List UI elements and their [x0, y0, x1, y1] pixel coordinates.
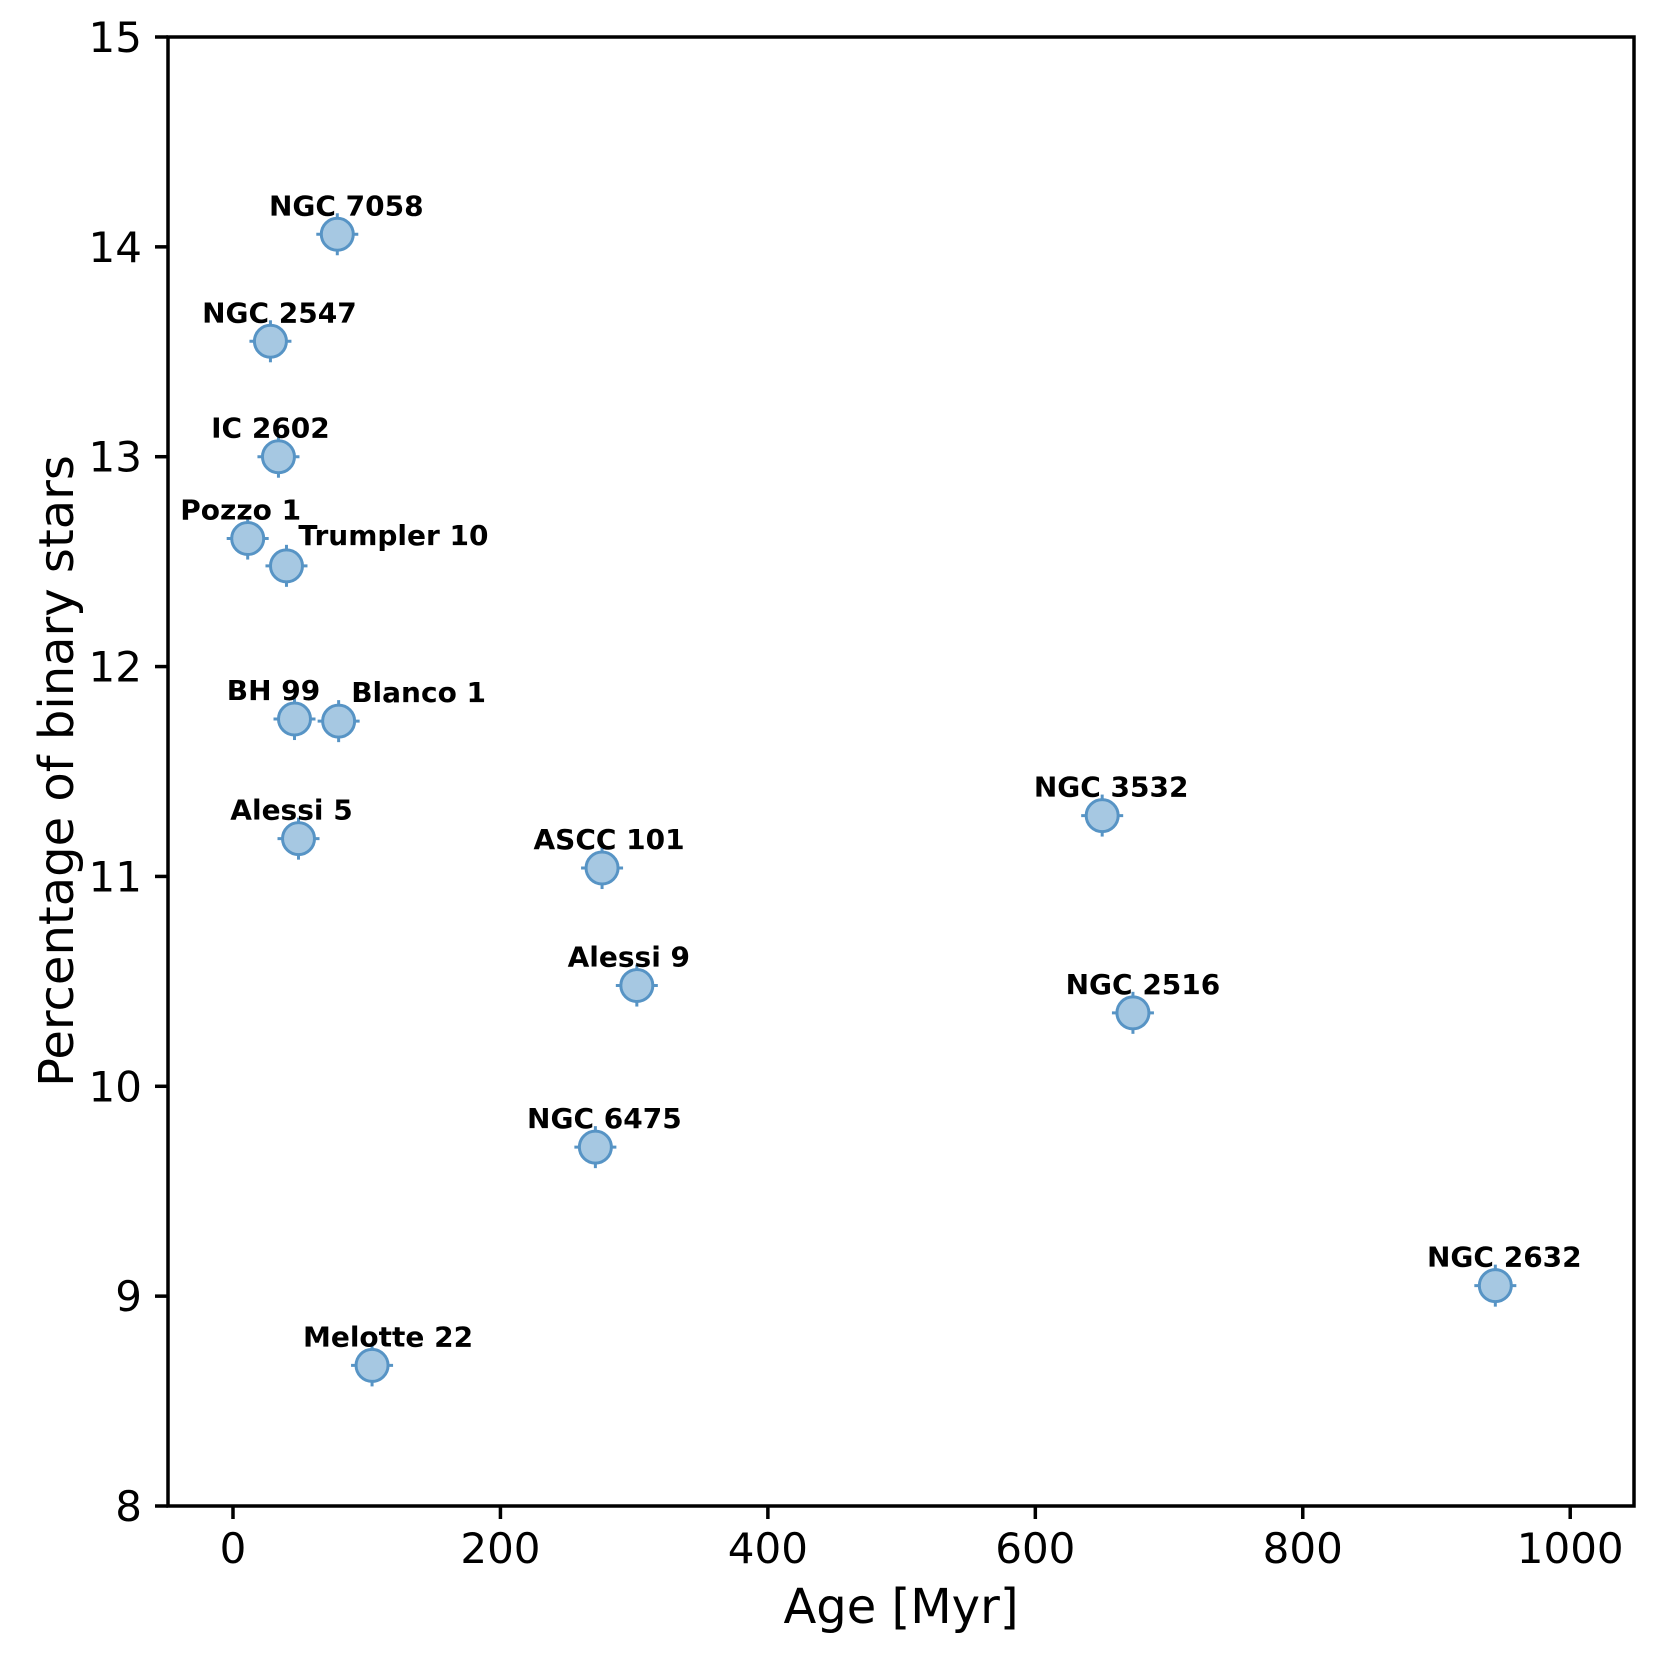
data-point-marker: [281, 821, 317, 857]
data-point: NGC 2516: [1066, 968, 1221, 1034]
data-points-layer: Pozzo 1 NGC 2547 IC 2602 Trumpler 10 BH 99 Al…: [180, 189, 1582, 1387]
data-point-label: Alessi 5: [230, 794, 352, 827]
data-point-marker: [230, 521, 266, 557]
data-point-marker: [1477, 1268, 1513, 1304]
data-point: NGC 2547: [202, 296, 357, 363]
data-point-label: NGC 3532: [1034, 771, 1189, 804]
data-point: NGC 2632: [1427, 1241, 1582, 1307]
data-point-label: ASCC 101: [533, 823, 684, 856]
data-point-marker: [584, 850, 620, 886]
data-point-marker: [619, 968, 655, 1004]
data-point: IC 2602: [211, 412, 330, 478]
data-point: NGC 7058: [269, 189, 424, 256]
y-tick-label: 14: [89, 223, 142, 272]
data-point-label: Pozzo 1: [180, 494, 301, 527]
data-point-label: Alessi 9: [568, 941, 690, 974]
data-point: Melotte 22: [303, 1320, 473, 1387]
y-tick-label: 15: [89, 13, 142, 62]
x-tick-label: 600: [995, 1524, 1075, 1573]
data-point-marker: [577, 1129, 613, 1165]
x-axis-label: Age [Myr]: [783, 1579, 1018, 1635]
y-tick-label: 11: [89, 852, 142, 901]
data-point: Trumpler 10: [265, 519, 489, 587]
data-point-marker: [252, 323, 288, 359]
y-tick-label: 9: [115, 1272, 142, 1321]
data-point-marker: [277, 701, 313, 737]
data-point: Blanco 1: [317, 676, 486, 743]
x-tick-label: 400: [728, 1524, 808, 1573]
data-point-label: NGC 6475: [527, 1102, 682, 1135]
x-tick-label: 200: [460, 1524, 540, 1573]
data-point: NGC 3532: [1034, 771, 1189, 837]
data-point: BH 99: [227, 674, 321, 741]
data-point-marker: [319, 216, 355, 252]
data-point-label: Melotte 22: [303, 1320, 473, 1353]
data-point-label: Trumpler 10: [298, 519, 488, 552]
x-tick-label: 800: [1263, 1524, 1343, 1573]
y-tick-label: 10: [89, 1062, 142, 1111]
data-point-label: NGC 7058: [269, 189, 424, 222]
x-tick-label: 1000: [1517, 1524, 1624, 1573]
axes-layer: 0 200 400 600 800 1000 8 9 10 11 12 13 14 15: [89, 13, 1636, 1573]
data-point-marker: [1084, 798, 1120, 834]
data-point-marker: [268, 548, 304, 584]
data-point-marker: [260, 439, 296, 475]
data-point-label: Blanco 1: [351, 676, 486, 709]
y-tick-label: 13: [89, 433, 142, 482]
data-point-marker: [1115, 995, 1151, 1031]
data-point-marker: [354, 1347, 390, 1383]
data-point: ASCC 101: [533, 823, 685, 890]
plot-border: [166, 35, 1636, 1508]
data-point: Alessi 9: [568, 941, 690, 1007]
data-point-label: BH 99: [227, 674, 321, 707]
y-axis-label: Percentage of binary stars: [29, 455, 85, 1087]
data-point-label: NGC 2547: [202, 296, 357, 329]
data-point: Pozzo 1: [180, 494, 301, 560]
data-point-label: NGC 2516: [1066, 968, 1221, 1001]
y-tick-label: 8: [115, 1482, 142, 1531]
x-tick-label: 0: [220, 1524, 247, 1573]
data-point-label: NGC 2632: [1427, 1241, 1582, 1274]
data-point: Alessi 5: [230, 794, 353, 860]
data-point: NGC 6475: [527, 1102, 682, 1169]
data-point-marker: [321, 703, 357, 739]
data-point-label: IC 2602: [211, 412, 330, 445]
y-tick-label: 12: [89, 643, 142, 692]
